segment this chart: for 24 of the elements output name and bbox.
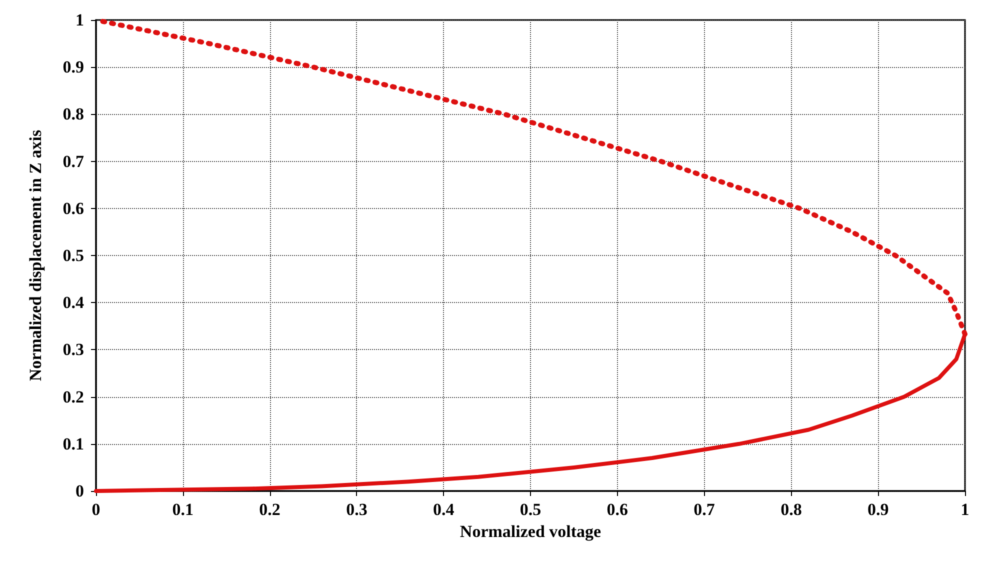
- x-axis-title: Normalized voltage: [460, 522, 602, 541]
- y-tick-label: 0.8: [62, 104, 84, 124]
- x-tick-label: 0.5: [520, 500, 542, 519]
- x-tick-label: 0.9: [867, 500, 889, 519]
- y-tick-label: 0: [76, 482, 84, 500]
- y-tick-label: 0.4: [62, 293, 84, 312]
- x-tick-label: 0.4: [432, 500, 455, 519]
- y-axis-title: Normalized displacement in Z axis: [26, 130, 45, 382]
- y-tick-label: 0.2: [62, 387, 84, 406]
- x-tick-label: 1: [960, 500, 970, 519]
- x-tick-label: 0: [92, 500, 100, 519]
- y-tick-label: 0.5: [62, 246, 84, 265]
- x-tick-label: 0.2: [259, 500, 280, 519]
- y-tick-label: 0.1: [62, 434, 84, 454]
- x-tick-label: 0.1: [172, 500, 194, 519]
- x-tick-label: 0.6: [606, 500, 628, 519]
- y-tick-label: 0.3: [62, 340, 84, 360]
- x-tick-label: 0.8: [780, 500, 802, 519]
- x-tick-label: 0.7: [694, 500, 716, 519]
- y-tick-label: 0.9: [62, 58, 84, 77]
- y-tick-label: 1: [76, 10, 84, 30]
- y-tick-label: 0.7: [62, 152, 84, 171]
- y-tick-label: 0.6: [62, 198, 84, 218]
- x-tick-label: 0.3: [346, 500, 368, 519]
